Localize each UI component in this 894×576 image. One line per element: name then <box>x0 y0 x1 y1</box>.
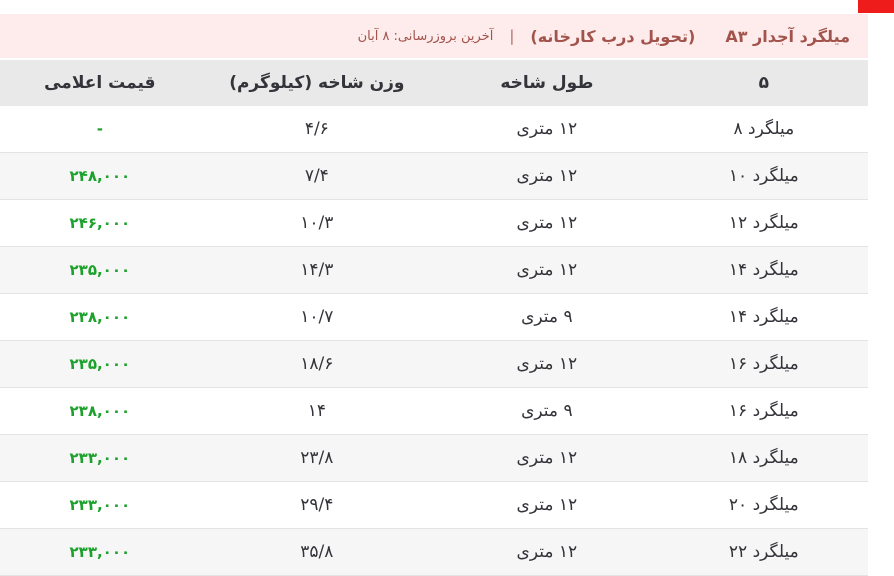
col-header-weight: وزن شاخه (کیلوگرم) <box>229 73 405 93</box>
table-row: میلگرد ۲۰ ۱۲ متری ۲۹/۴ ۲۳۳,۰۰۰ <box>0 482 868 529</box>
banner-title: میلگرد آجدار A۳ <box>725 26 850 46</box>
col-header-price: قیمت اعلامی <box>44 73 156 93</box>
table-header: ۵ طول شاخه وزن شاخه (کیلوگرم) قیمت اعلام… <box>0 60 868 106</box>
category-banner: میلگرد آجدار A۳ (تحویل درب کارخانه) | آخ… <box>0 14 868 58</box>
size-cell: میلگرد ۸ <box>733 119 795 139</box>
size-cell: میلگرد ۱۴ <box>728 260 799 280</box>
table-row: میلگرد ۲۲ ۱۲ متری ۳۵/۸ ۲۳۳,۰۰۰ <box>0 529 868 576</box>
size-cell: میلگرد ۱۸ <box>728 448 799 468</box>
table-row: میلگرد ۸ ۱۲ متری ۴/۶ - <box>0 106 868 153</box>
price-cell: - <box>96 120 103 138</box>
size-cell: میلگرد ۱۰ <box>728 166 799 186</box>
length-cell: ۱۲ متری <box>516 354 578 374</box>
price-cell: ۲۴۸,۰۰۰ <box>69 167 131 185</box>
price-cell: ۲۳۵,۰۰۰ <box>69 355 131 373</box>
col-header-length: طول شاخه <box>500 73 594 93</box>
table-row: میلگرد ۱۶ ۹ متری ۱۴ ۲۳۸,۰۰۰ <box>0 388 868 435</box>
length-cell: ۱۲ متری <box>516 542 578 562</box>
table-body: میلگرد ۸ ۱۲ متری ۴/۶ - میلگرد ۱۰ ۱۲ متری… <box>0 106 868 576</box>
weight-cell: ۲۹/۴ <box>300 495 334 515</box>
table-row: میلگرد ۱۰ ۱۲ متری ۷/۴ ۲۴۸,۰۰۰ <box>0 153 868 200</box>
price-cell: ۲۳۳,۰۰۰ <box>69 496 131 514</box>
weight-cell: ۲۳/۸ <box>300 448 334 468</box>
weight-cell: ۱۴/۳ <box>300 260 334 280</box>
size-cell: میلگرد ۱۴ <box>728 307 799 327</box>
banner-subtitle: (تحویل درب کارخانه) <box>530 26 696 46</box>
weight-cell: ۱۰/۷ <box>300 307 334 327</box>
price-cell: ۲۳۳,۰۰۰ <box>69 543 131 561</box>
price-cell: ۲۳۸,۰۰۰ <box>69 402 131 420</box>
weight-cell: ۳۵/۸ <box>300 542 334 562</box>
table-row: میلگرد ۱۸ ۱۲ متری ۲۳/۸ ۲۳۳,۰۰۰ <box>0 435 868 482</box>
size-cell: میلگرد ۱۲ <box>728 213 799 233</box>
table-row: میلگرد ۱۴ ۱۲ متری ۱۴/۳ ۲۳۵,۰۰۰ <box>0 247 868 294</box>
price-cell: ۲۴۶,۰۰۰ <box>69 214 131 232</box>
length-cell: ۱۲ متری <box>516 448 578 468</box>
weight-cell: ۴/۶ <box>304 119 329 139</box>
content: میلگرد آجدار A۳ (تحویل درب کارخانه) | آخ… <box>0 14 868 576</box>
length-cell: ۱۲ متری <box>516 119 578 139</box>
weight-cell: ۱۸/۶ <box>300 354 334 374</box>
col-header-size: ۵ <box>758 73 770 93</box>
length-cell: ۹ متری <box>521 307 573 327</box>
banner-divider: | <box>509 27 515 45</box>
size-cell: میلگرد ۲۰ <box>728 495 799 515</box>
length-cell: ۱۲ متری <box>516 213 578 233</box>
weight-cell: ۱۰/۳ <box>300 213 334 233</box>
price-cell: ۲۳۸,۰۰۰ <box>69 308 131 326</box>
red-ribbon <box>858 0 894 13</box>
weight-cell: ۷/۴ <box>304 166 329 186</box>
size-cell: میلگرد ۱۶ <box>728 401 799 421</box>
length-cell: ۱۲ متری <box>516 495 578 515</box>
length-cell: ۱۲ متری <box>516 166 578 186</box>
size-cell: میلگرد ۲۲ <box>728 542 799 562</box>
length-cell: ۱۲ متری <box>516 260 578 280</box>
price-cell: ۲۳۳,۰۰۰ <box>69 449 131 467</box>
weight-cell: ۱۴ <box>307 401 326 421</box>
table-row: میلگرد ۱۶ ۱۲ متری ۱۸/۶ ۲۳۵,۰۰۰ <box>0 341 868 388</box>
size-cell: میلگرد ۱۶ <box>728 354 799 374</box>
price-cell: ۲۳۵,۰۰۰ <box>69 261 131 279</box>
table-row: میلگرد ۱۴ ۹ متری ۱۰/۷ ۲۳۸,۰۰۰ <box>0 294 868 341</box>
length-cell: ۹ متری <box>521 401 573 421</box>
table-row: میلگرد ۱۲ ۱۲ متری ۱۰/۳ ۲۴۶,۰۰۰ <box>0 200 868 247</box>
last-update-label: آخرین بروزرسانی: ۸ آبان <box>357 28 494 44</box>
